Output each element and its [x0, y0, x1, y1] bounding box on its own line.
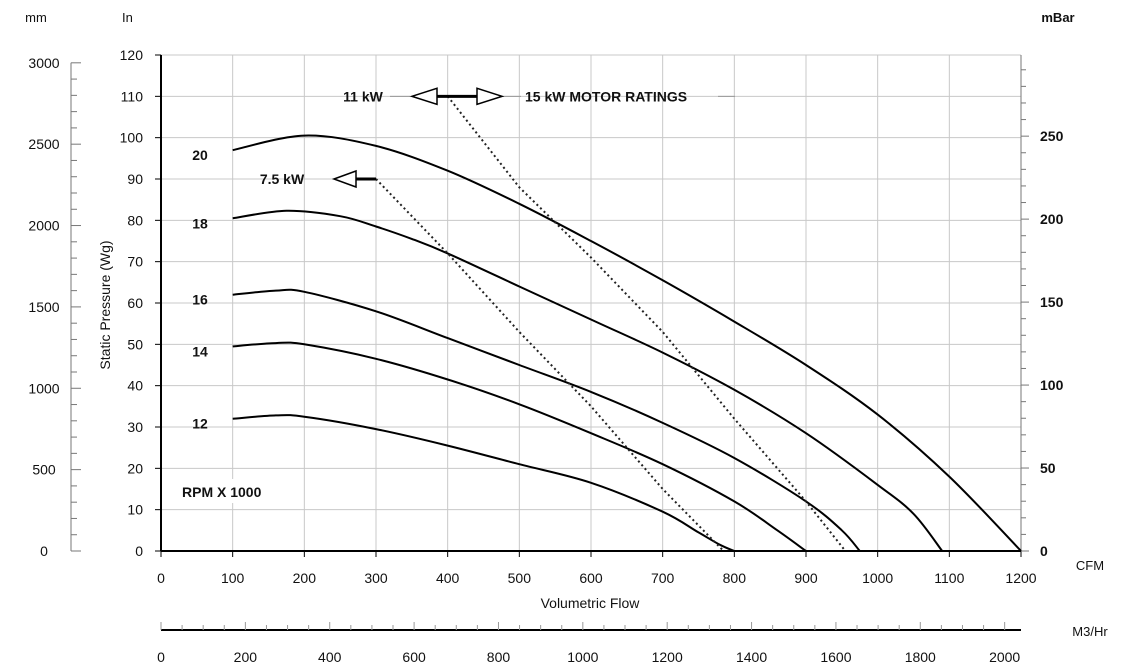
x-tick-label: 1100 — [934, 570, 964, 586]
mbar-tick-label: 0 — [1040, 543, 1048, 559]
rpm-curve-label: 20 — [192, 147, 208, 163]
motor-rating-line — [375, 178, 725, 552]
rpm-curve-label: 18 — [192, 215, 208, 231]
rpm-curve-12 — [232, 414, 735, 552]
x-tick-label: 500 — [508, 570, 532, 586]
motor-ratings-title: 15 kW MOTOR RATINGS — [525, 88, 687, 104]
mbar-tick-label: 150 — [1040, 294, 1064, 310]
x-tick-label: 900 — [794, 570, 818, 586]
m3hr-tick-label: 1400 — [736, 649, 767, 665]
motor-rating-lines: 7.5 kW 11 kW 15 kW MOTOR RATINGS — [260, 87, 847, 552]
y-tick-label: 70 — [127, 254, 143, 270]
unit-mm: mm — [25, 10, 47, 25]
motor-rating-line — [446, 95, 847, 552]
x-tick-label: 400 — [436, 570, 460, 586]
x-tick-label: 200 — [293, 570, 317, 586]
unit-mbar: mBar — [1041, 10, 1074, 25]
x-axis-title: Volumetric Flow — [541, 595, 641, 611]
mm-tick-label: 3000 — [28, 55, 59, 71]
chart-grid — [161, 54, 1022, 551]
m3hr-tick-label: 1000 — [567, 649, 598, 665]
mm-tick-label: 2000 — [28, 218, 59, 234]
y-tick-label: 100 — [120, 130, 144, 146]
mm-tick-label: 1000 — [28, 380, 59, 396]
m3hr-tick-label: 1200 — [652, 649, 683, 665]
y-tick-label: 80 — [127, 212, 143, 228]
unit-m3hr: M3/Hr — [1072, 624, 1108, 639]
mbar-tick-label: 100 — [1040, 377, 1064, 393]
unit-in: In — [122, 10, 133, 25]
mm-tick-label: 2500 — [28, 136, 59, 152]
rpm-note: RPM X 1000 — [182, 484, 262, 500]
mm-tick-label: 500 — [32, 462, 56, 478]
rpm-curve-18 — [232, 209, 943, 552]
rpm-curve-label: 12 — [192, 416, 208, 432]
y-tick-label: 0 — [135, 543, 143, 559]
rpm-note-background — [174, 479, 278, 503]
m3hr-tick-label: 0 — [157, 649, 165, 665]
m3hr-tick-label: 1800 — [905, 649, 936, 665]
x-tick-label: 300 — [364, 570, 388, 586]
y-tick-label: 120 — [120, 47, 144, 63]
x-tick-label: 700 — [651, 570, 675, 586]
unit-cfm: CFM — [1076, 558, 1104, 573]
y-tick-label: 10 — [127, 502, 143, 518]
motor-rating-label: 11 kW — [343, 88, 383, 104]
m3hr-tick-label: 2000 — [989, 649, 1020, 665]
rpm-curve-label: 14 — [192, 343, 208, 359]
motor-rating-label: 7.5 kW — [260, 171, 305, 187]
x-tick-label: 0 — [157, 570, 165, 586]
m3hr-tick-label: 600 — [402, 649, 426, 665]
y-axis-title: Static Pressure (Wg) — [97, 240, 113, 369]
mm-tick-label: 1500 — [28, 299, 59, 315]
rpm-curve-20 — [232, 134, 1022, 552]
rpm-curve-label: 16 — [192, 292, 208, 308]
y-tick-label: 60 — [127, 295, 143, 311]
rpm-curve-14 — [232, 341, 807, 552]
x-tick-label: 100 — [221, 570, 245, 586]
y-tick-label: 50 — [127, 336, 143, 352]
m3hr-tick-label: 400 — [318, 649, 342, 665]
mm-tick-label: 0 — [40, 543, 48, 559]
m3hr-tick-label: 800 — [487, 649, 511, 665]
motor-rating-arrow-right — [476, 87, 505, 106]
mbar-tick-label: 250 — [1040, 128, 1064, 144]
mbar-tick-label: 200 — [1040, 211, 1064, 227]
mbar-tick-label: 50 — [1040, 460, 1056, 476]
y-tick-label: 90 — [127, 171, 143, 187]
y-tick-label: 30 — [127, 419, 143, 435]
x-tick-label: 1000 — [862, 570, 893, 586]
y-tick-label: 40 — [127, 378, 143, 394]
motor-rating-arrow — [331, 169, 357, 189]
m3hr-tick-label: 1600 — [820, 649, 851, 665]
motor-rating-arrow-left — [409, 87, 438, 106]
y-tick-label: 20 — [127, 460, 143, 476]
chart-axes — [70, 55, 1022, 631]
x-tick-label: 800 — [723, 570, 747, 586]
x-tick-label: 1200 — [1005, 570, 1036, 586]
y-tick-label: 110 — [121, 88, 144, 104]
rpm-curves: 20 18 16 14 12 — [192, 134, 1022, 552]
x-tick-label: 600 — [579, 570, 603, 586]
m3hr-tick-label: 200 — [234, 649, 258, 665]
